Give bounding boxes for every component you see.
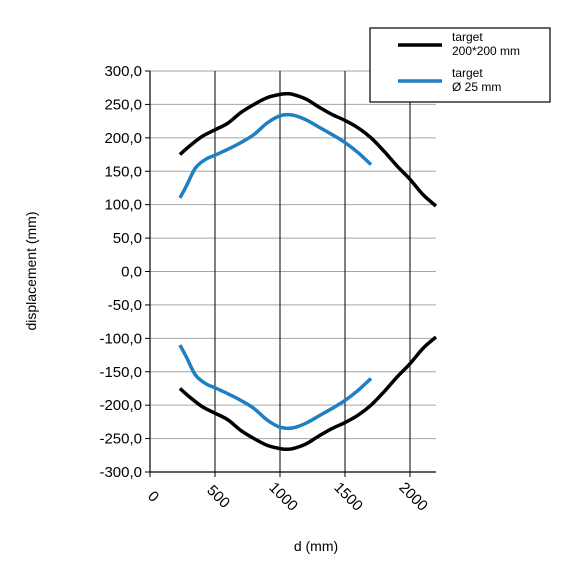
- legend-label: Ø 25 mm: [452, 80, 501, 94]
- y-tick-label: 250,0: [104, 96, 142, 113]
- legend-label: 200*200 mm: [452, 44, 520, 58]
- y-tick-label: -200,0: [99, 397, 142, 414]
- legend-label: target: [452, 30, 483, 44]
- y-tick-label: 100,0: [104, 197, 142, 214]
- axes: [145, 70, 436, 477]
- y-tick-label: 0,0: [121, 264, 142, 281]
- y-tick-label: -100,0: [99, 330, 142, 347]
- x-tick-label: 0: [144, 488, 162, 506]
- legend-label: target: [452, 66, 483, 80]
- grid: [150, 70, 436, 473]
- series-line-2-upper: [178, 112, 373, 199]
- series-line-1-lower: [178, 335, 438, 452]
- x-tick-label: 1500: [330, 479, 366, 515]
- y-tick-label: -150,0: [99, 364, 142, 381]
- y-axis-title: displacement (mm): [23, 211, 39, 330]
- y-tick-label: -250,0: [99, 431, 142, 448]
- x-axis-title: d (mm): [294, 538, 338, 554]
- y-tick-label: 50,0: [113, 230, 142, 247]
- y-tick-label: 150,0: [104, 163, 142, 180]
- series-group: [178, 91, 438, 452]
- x-tick-labels: 0 500 1000 1500 2000: [144, 479, 431, 515]
- x-tick-label: 500: [203, 482, 233, 512]
- legend-box: [369, 27, 551, 103]
- y-tick-labels: 300,0 250,0 200,0 150,0 100,0 50,0 0,0 -50,0 -10…: [99, 63, 142, 481]
- y-tick-label: 300,0: [104, 63, 142, 80]
- series-line-2-lower: [178, 344, 373, 431]
- x-tick-label: 2000: [395, 479, 431, 515]
- y-tick-label: 200,0: [104, 130, 142, 147]
- x-tick-label: 1000: [265, 479, 301, 515]
- series-line-1-upper: [178, 91, 438, 208]
- y-tick-label: -50,0: [108, 297, 142, 314]
- y-tick-label: -300,0: [99, 464, 142, 481]
